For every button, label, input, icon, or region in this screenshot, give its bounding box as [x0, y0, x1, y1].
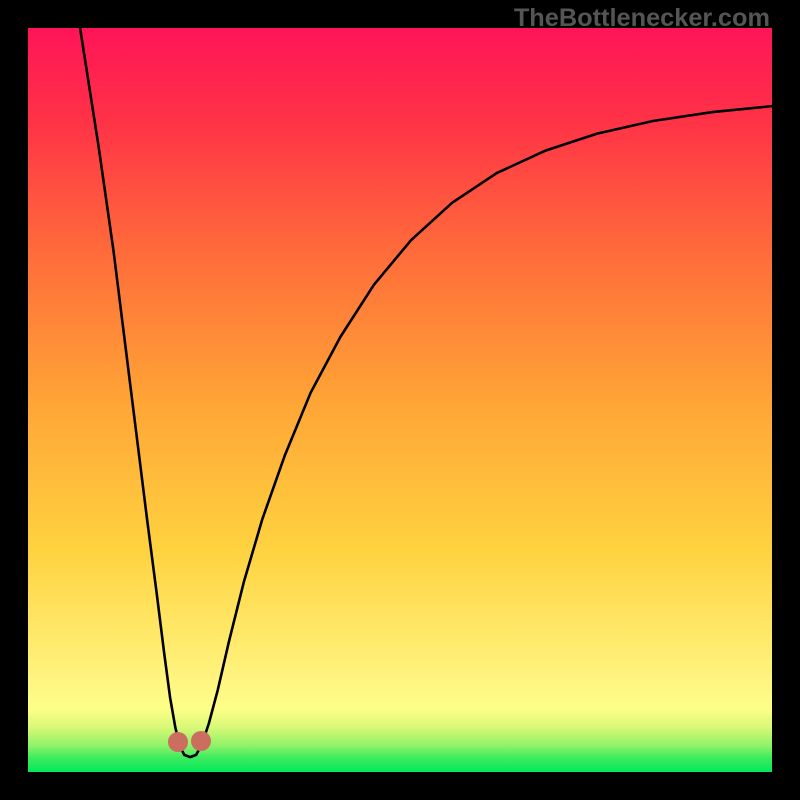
- curve-marker-0: [168, 732, 188, 752]
- chart-plot-area: [28, 28, 772, 772]
- bottleneck-curve: [80, 28, 772, 757]
- chart-curve-layer: [28, 28, 772, 772]
- watermark-text: TheBottlenecker.com: [514, 4, 770, 33]
- curve-marker-1: [191, 731, 211, 751]
